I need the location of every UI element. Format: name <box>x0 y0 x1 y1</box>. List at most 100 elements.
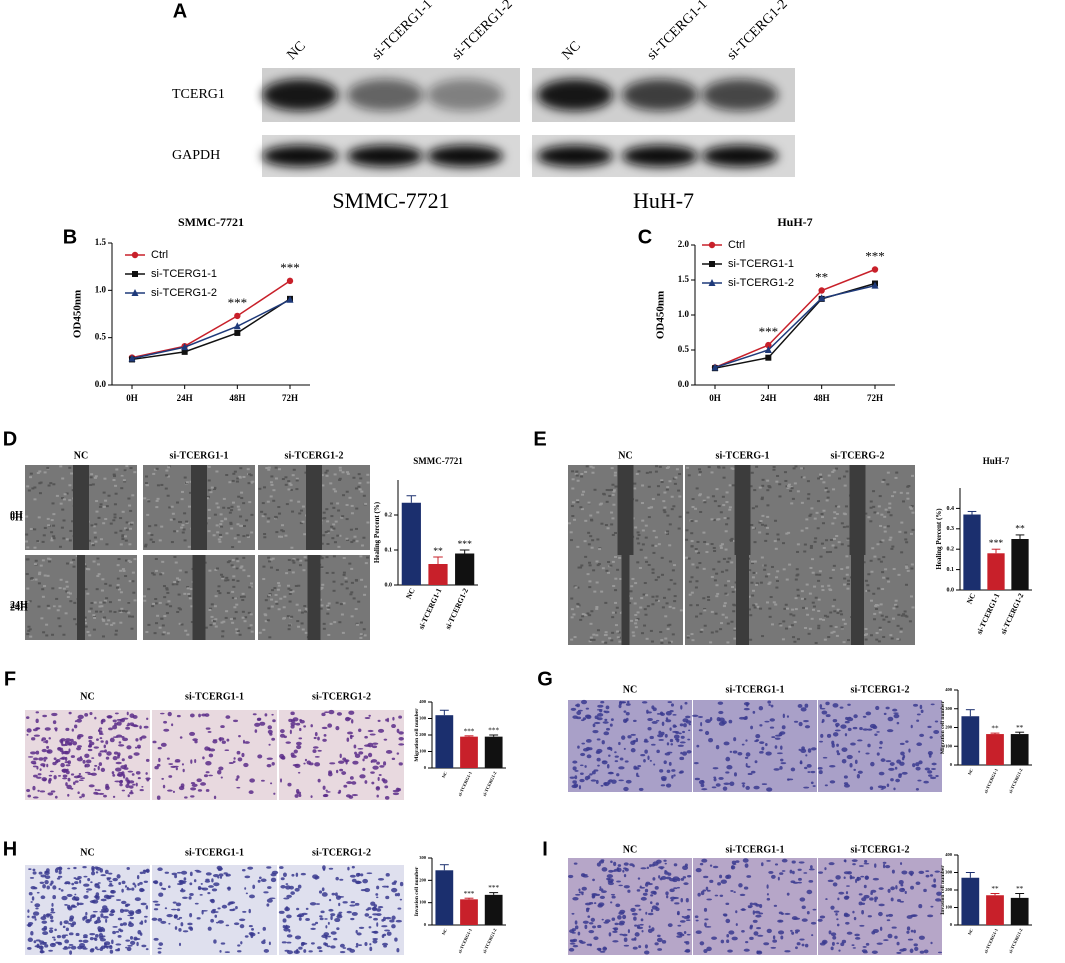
texture <box>105 543 109 546</box>
texture <box>664 733 668 738</box>
texture <box>287 488 291 491</box>
texture <box>851 944 855 946</box>
texture <box>765 742 768 747</box>
texture <box>574 769 579 772</box>
texture <box>167 466 171 469</box>
texture <box>327 772 333 777</box>
texture <box>93 531 97 534</box>
texture <box>608 754 611 757</box>
texture <box>687 474 691 477</box>
texture <box>235 557 239 560</box>
texture <box>289 729 292 735</box>
texture <box>335 601 339 604</box>
texture <box>893 713 900 719</box>
texture <box>84 713 89 717</box>
texture <box>280 877 285 881</box>
texture <box>684 701 688 705</box>
texture <box>869 506 873 509</box>
texture <box>317 946 322 950</box>
texture <box>679 741 686 744</box>
texture <box>348 496 352 499</box>
texture <box>139 725 142 730</box>
texture <box>592 878 595 882</box>
texture <box>571 784 578 789</box>
texture <box>815 511 819 514</box>
texture <box>722 476 726 479</box>
texture <box>202 756 205 760</box>
texture <box>65 562 69 565</box>
texture <box>319 915 323 918</box>
texture <box>61 769 68 773</box>
texture <box>364 780 368 784</box>
texture <box>730 890 734 892</box>
texture <box>108 913 115 917</box>
texture <box>43 585 47 588</box>
texture <box>695 930 702 934</box>
texture <box>644 524 648 527</box>
texture <box>398 762 403 766</box>
texture <box>619 577 623 580</box>
texture <box>174 874 178 879</box>
texture <box>629 863 634 867</box>
texture <box>91 483 95 486</box>
texture <box>874 898 877 903</box>
texture <box>576 479 580 482</box>
texture <box>282 617 286 620</box>
texture <box>590 917 596 922</box>
micrograph <box>800 555 915 645</box>
texture <box>210 615 214 618</box>
texture <box>151 605 155 608</box>
texture <box>263 486 267 489</box>
texture <box>112 622 116 625</box>
texture <box>292 717 299 722</box>
texture <box>33 546 37 549</box>
texture <box>587 915 591 918</box>
texture <box>640 753 646 757</box>
texture <box>858 901 863 906</box>
y-tick-label: 0 <box>950 922 953 927</box>
texture <box>878 887 884 890</box>
texture <box>364 562 368 565</box>
texture <box>826 496 830 499</box>
significance-label: *** <box>759 324 779 339</box>
texture <box>581 615 585 618</box>
texture <box>40 895 46 900</box>
texture <box>607 878 614 883</box>
texture <box>678 732 682 735</box>
texture <box>62 777 68 780</box>
texture <box>26 587 30 590</box>
texture <box>162 585 166 588</box>
texture <box>358 728 362 733</box>
texture <box>231 621 235 624</box>
texture <box>596 538 600 541</box>
texture <box>785 578 789 581</box>
texture <box>802 476 806 479</box>
texture <box>821 516 825 519</box>
texture <box>144 543 148 546</box>
texture <box>196 778 202 783</box>
texture <box>592 569 596 572</box>
texture <box>597 903 603 908</box>
texture <box>619 920 626 924</box>
texture <box>733 628 737 631</box>
texture <box>595 606 599 609</box>
texture <box>685 948 691 953</box>
texture <box>611 560 615 563</box>
texture <box>125 939 131 942</box>
texture <box>584 765 587 768</box>
texture <box>194 758 197 764</box>
texture <box>121 758 125 762</box>
texture <box>731 936 738 941</box>
texture <box>303 725 307 728</box>
texture <box>685 919 691 922</box>
texture <box>923 949 929 954</box>
texture <box>846 525 850 528</box>
texture <box>771 736 776 739</box>
texture <box>913 703 919 707</box>
texture <box>822 546 826 549</box>
texture <box>218 766 224 771</box>
texture <box>750 581 754 584</box>
texture <box>280 884 286 889</box>
texture <box>396 752 400 755</box>
texture <box>183 592 187 595</box>
